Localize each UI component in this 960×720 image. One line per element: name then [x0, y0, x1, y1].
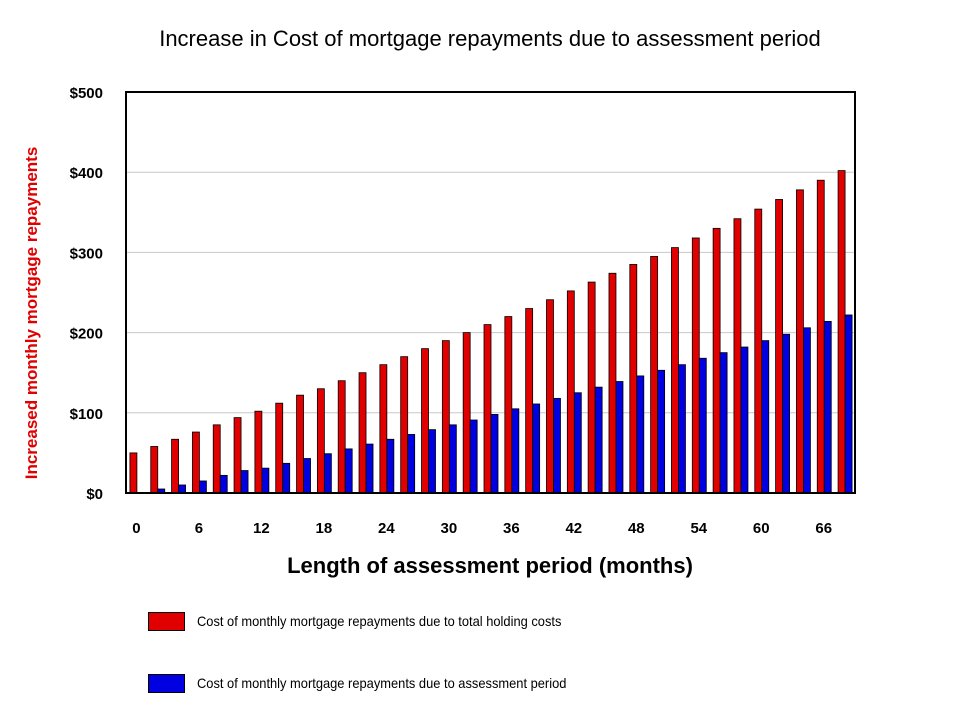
bar-total-holding-costs [566, 290, 575, 494]
bar-assessment-period [198, 480, 207, 494]
y-tick-label: $300 [70, 245, 103, 262]
bar-total-holding-costs [296, 394, 304, 494]
bar-total-holding-costs [546, 299, 554, 494]
bar-total-holding-costs [150, 446, 159, 494]
bar-total-holding-costs [712, 227, 721, 494]
y-tick-label: $200 [70, 326, 103, 343]
bar-assessment-period [678, 364, 686, 494]
bar-assessment-period [532, 403, 541, 494]
bar-assessment-period [261, 467, 270, 494]
bar-assessment-period [636, 375, 645, 494]
bar-assessment-period [365, 443, 374, 494]
bar-assessment-period [178, 484, 186, 494]
bar-assessment-period [344, 448, 353, 494]
bar-total-holding-costs [671, 247, 679, 494]
bar-assessment-period [740, 346, 749, 494]
bar-total-holding-costs [650, 256, 659, 494]
bar-assessment-period [407, 434, 416, 494]
legend-label: Cost of monthly mortgage repayments due … [197, 613, 562, 629]
bar-total-holding-costs [816, 179, 825, 494]
chart-title: Increase in Cost of mortgage repayments … [159, 26, 821, 51]
y-tick-label: $400 [70, 165, 103, 182]
bar-total-holding-costs [316, 388, 325, 494]
bar-assessment-period [303, 458, 311, 494]
bar-assessment-period [844, 314, 853, 494]
bar-assessment-period [448, 424, 457, 494]
bar-total-holding-costs [191, 431, 200, 494]
bar-total-holding-costs [629, 264, 638, 494]
legend-swatch-blue [148, 673, 185, 693]
bar-total-holding-costs [796, 189, 804, 494]
bar-assessment-period [386, 438, 395, 494]
x-tick-label: 66 [815, 520, 832, 537]
bar-total-holding-costs [358, 372, 367, 494]
bar-assessment-period [719, 352, 728, 494]
legend-swatch-red [148, 611, 185, 631]
x-tick-label: 60 [753, 520, 770, 537]
bar-total-holding-costs [400, 356, 409, 494]
x-tick-label: 36 [503, 520, 520, 537]
bar-total-holding-costs [608, 272, 617, 494]
bar-total-holding-costs [233, 417, 242, 494]
x-tick-label: 6 [195, 520, 203, 537]
bar-assessment-period [823, 320, 832, 494]
bar-assessment-period [657, 369, 666, 494]
bar-total-holding-costs [129, 452, 138, 494]
x-tick-label: 12 [253, 520, 270, 537]
bar-assessment-period [282, 462, 291, 494]
x-tick-label: 42 [565, 520, 582, 537]
plot-border [125, 91, 856, 494]
bar-total-holding-costs [275, 402, 284, 494]
bar-assessment-period [511, 408, 520, 494]
bar-assessment-period [219, 474, 228, 494]
bar-assessment-period [240, 470, 249, 494]
bar-total-holding-costs [421, 348, 429, 494]
bar-total-holding-costs [775, 199, 783, 494]
bar-assessment-period [615, 381, 624, 494]
bar-total-holding-costs [733, 218, 742, 494]
bar-assessment-period [573, 392, 582, 494]
bar-assessment-period [782, 333, 790, 494]
bar-assessment-period [761, 340, 770, 494]
bar-total-holding-costs [462, 332, 471, 494]
bar-total-holding-costs [754, 208, 763, 494]
bar-total-holding-costs [441, 340, 450, 494]
bar-assessment-period [323, 453, 332, 494]
legend-item-assessment-period: Cost of monthly mortgage repayments due … [148, 672, 599, 694]
bar-total-holding-costs [212, 424, 221, 494]
y-tick-label: $100 [70, 406, 103, 423]
legend-item-total-holding-costs: Cost of monthly mortgage repayments due … [148, 610, 593, 632]
legend-label: Cost of monthly mortgage repayments due … [197, 675, 567, 691]
bar-assessment-period [428, 429, 436, 494]
bar-assessment-period [490, 414, 499, 494]
bar-total-holding-costs [171, 438, 179, 494]
bar-assessment-period [594, 386, 603, 494]
x-tick-label: 18 [316, 520, 333, 537]
x-axis-label: Length of assessment period (months) [287, 553, 693, 578]
x-tick-label: 54 [690, 520, 707, 537]
bar-total-holding-costs [691, 237, 700, 494]
bar-total-holding-costs [587, 281, 596, 494]
x-tick-label: 0 [132, 520, 140, 537]
bar-total-holding-costs [837, 170, 846, 494]
x-tick-label: 24 [378, 520, 395, 537]
x-tick-label: 30 [440, 520, 457, 537]
bar-assessment-period [553, 397, 561, 494]
y-tick-label: $0 [86, 486, 103, 503]
bar-assessment-period [803, 327, 811, 494]
x-tick-label: 48 [628, 520, 645, 537]
bar-assessment-period [698, 357, 707, 494]
y-tick-label: $500 [70, 85, 103, 102]
bar-total-holding-costs [525, 308, 534, 494]
bar-total-holding-costs [504, 316, 513, 494]
bar-total-holding-costs [379, 364, 388, 494]
bar-total-holding-costs [337, 380, 346, 494]
bar-assessment-period [469, 419, 478, 494]
bar-total-holding-costs [254, 410, 263, 494]
bar-total-holding-costs [483, 324, 492, 494]
